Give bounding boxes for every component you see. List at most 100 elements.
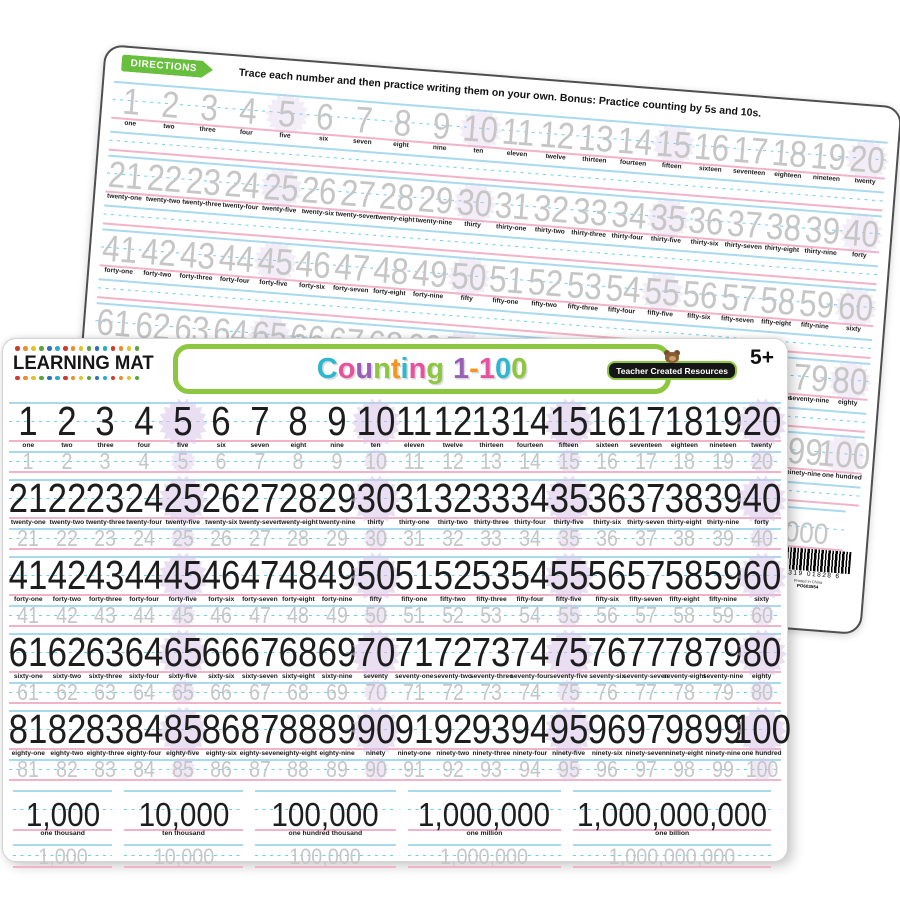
big-number: 1,000 xyxy=(37,843,88,869)
starburst-icon xyxy=(169,679,196,706)
directions-badge: DIRECTIONS xyxy=(121,54,214,78)
number: 84 xyxy=(133,755,155,782)
number-cell: 37 xyxy=(627,526,666,550)
number: 56 xyxy=(587,552,627,599)
number-word: seventy-two xyxy=(433,672,472,680)
number-cell: 16 sixteen xyxy=(588,399,627,449)
number-cell: 13 xyxy=(472,449,511,473)
number-cell: 52 fifty-two xyxy=(433,553,472,603)
number-cell: 24 xyxy=(125,526,164,550)
number: 75 xyxy=(549,629,588,676)
number-cell: 9 nine xyxy=(318,399,357,449)
number: 89 xyxy=(326,755,348,782)
number: 54 xyxy=(519,601,541,628)
number: 8 xyxy=(293,447,304,474)
number-word: twenty-two xyxy=(49,518,85,526)
number: 4 xyxy=(134,398,154,445)
number-cell: 57 fifty-seven xyxy=(626,553,665,603)
number-cell: 26 twenty-six xyxy=(202,476,241,526)
number-cell: 43 forty-three xyxy=(86,553,125,603)
number: 57 xyxy=(720,276,759,320)
number: 18 xyxy=(770,131,809,176)
number-word: seventeen xyxy=(732,167,766,177)
guide-line xyxy=(9,671,781,673)
number-cell: 6 xyxy=(202,449,241,473)
guide-line xyxy=(254,855,397,857)
number: 47 xyxy=(248,601,271,628)
number: 63 xyxy=(86,629,125,676)
number: 98 xyxy=(665,706,704,753)
number: 18 xyxy=(673,447,696,474)
number: 43 xyxy=(178,233,217,278)
number-cell: 82 xyxy=(48,757,87,781)
number: 64 xyxy=(133,678,155,705)
title-letter: - xyxy=(469,352,479,385)
number: 60 xyxy=(742,552,781,599)
number-cell: 43 forty-three xyxy=(176,232,218,282)
number: 85 xyxy=(163,706,203,753)
number: 16 xyxy=(693,125,732,170)
number: 26 xyxy=(201,475,241,522)
number-cell: 48 forty-eight xyxy=(370,248,412,297)
title-letter: n xyxy=(373,352,391,385)
number-word: fifty-one xyxy=(401,595,428,603)
number-cell: 2 two xyxy=(48,399,87,449)
number-cell: 47 forty-seven xyxy=(331,245,373,294)
title-letter: o xyxy=(337,352,356,385)
number: 42 xyxy=(139,230,179,275)
number-cell: 33 xyxy=(472,526,511,550)
number: 78 xyxy=(665,629,704,676)
number: 3 xyxy=(198,86,220,129)
number: 22 xyxy=(145,156,184,201)
dot-icon xyxy=(54,375,60,381)
number-cell: 91 xyxy=(395,757,434,781)
number: 8 xyxy=(288,398,309,445)
title-letter: C xyxy=(316,352,338,385)
number-cell: 58 fifty-eight xyxy=(757,278,799,327)
number-word: three xyxy=(97,441,114,449)
number-cell: 25 twenty-five xyxy=(157,475,208,526)
number-word: one hundred xyxy=(741,749,782,757)
number-word: ninety-four xyxy=(512,749,548,757)
number: 95 xyxy=(557,755,580,782)
guide-line xyxy=(9,682,781,684)
number: 93 xyxy=(480,755,503,782)
number-cell: 19 xyxy=(704,449,743,473)
number-word: twenty-four xyxy=(222,201,259,212)
number-word: ten xyxy=(370,441,381,449)
starburst-icon xyxy=(827,359,872,404)
number: 47 xyxy=(240,552,280,599)
number: 79 xyxy=(712,678,734,705)
number: 32 xyxy=(441,524,464,551)
guide-line xyxy=(572,866,772,868)
number-word: forty-one xyxy=(104,266,134,276)
number: 14 xyxy=(615,119,654,164)
number-cell: 84 xyxy=(125,757,164,781)
number-row: 41 forty-one 42 forty-two 43 forty-three 44 for… xyxy=(9,552,787,603)
number-cell: 55 fifty-five xyxy=(543,552,594,603)
number-word: eighty-seven xyxy=(239,749,281,757)
dot-icon xyxy=(15,375,20,381)
number-cell: 36 thirty-six xyxy=(685,198,727,247)
number-word: five xyxy=(279,131,291,140)
title-letter: 1 xyxy=(453,352,470,385)
number-cell: 20 twenty xyxy=(736,398,787,449)
number-cell: 41 forty-one xyxy=(99,226,141,275)
number-cell: 29 xyxy=(318,526,357,550)
number-cell: 17 seventeen xyxy=(730,128,772,177)
number-word: thirty-five xyxy=(553,518,584,526)
number-cell: 98 xyxy=(665,757,704,781)
dot-icon xyxy=(102,375,108,381)
number: 68 xyxy=(279,629,318,676)
number: 65 xyxy=(171,678,194,705)
number-word: one xyxy=(124,119,137,128)
number-word: sixty xyxy=(754,595,770,603)
number: 84 xyxy=(124,706,164,753)
number-cell: 87 xyxy=(241,757,280,781)
dot-icon xyxy=(86,346,92,351)
number-word: thirty-five xyxy=(650,234,682,245)
number-word: twenty-two xyxy=(145,195,181,205)
number-cell: 12 twelve xyxy=(536,112,578,161)
title-letter: n xyxy=(408,352,427,385)
